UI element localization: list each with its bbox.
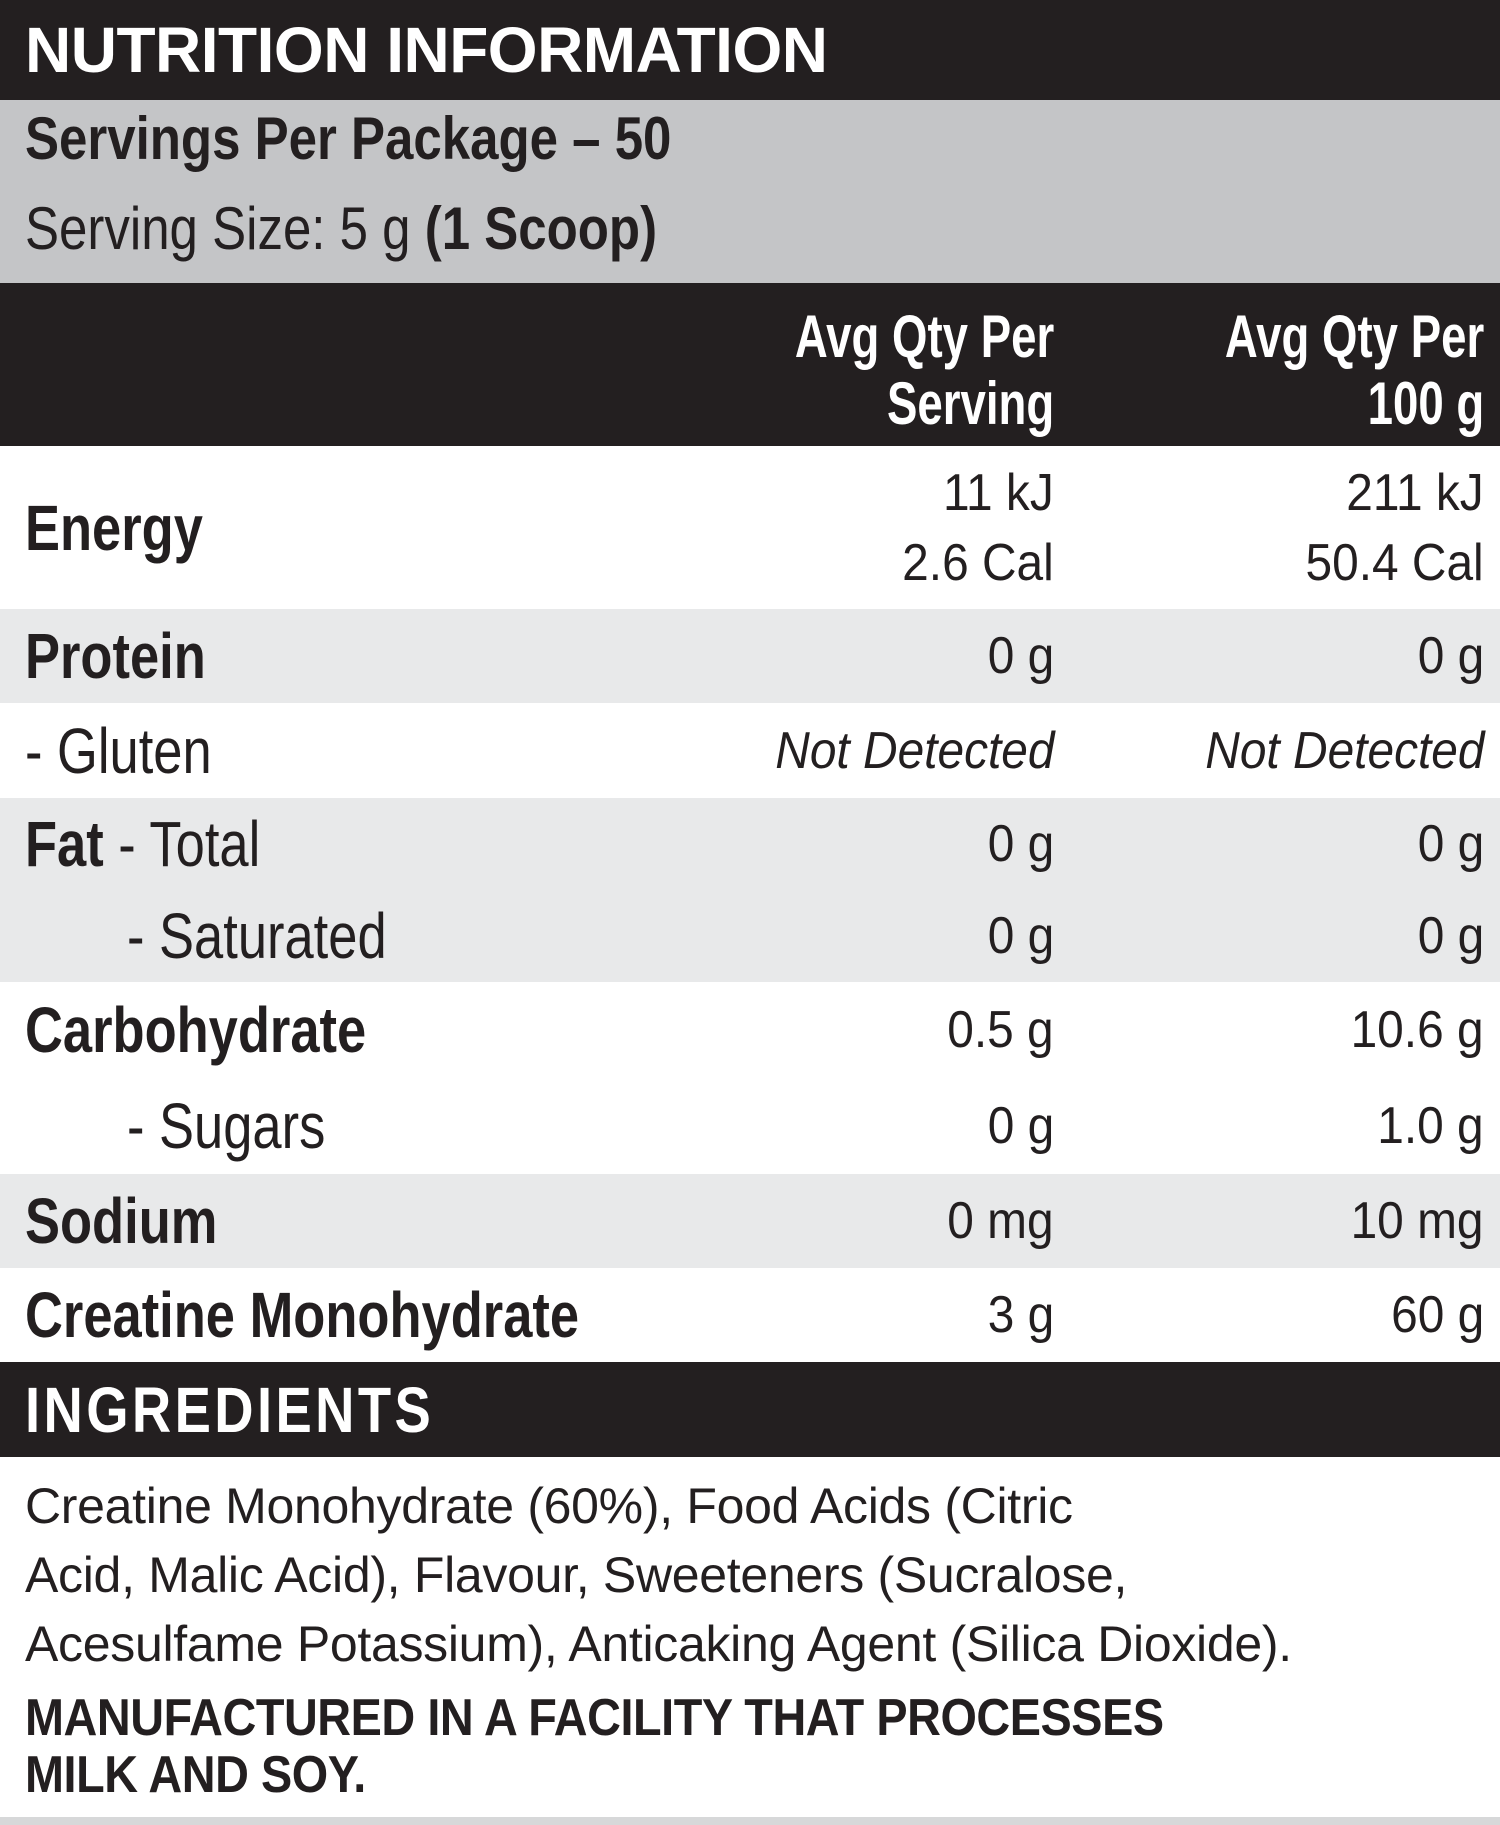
row-protein: Protein 0 g 0 g [0, 609, 1500, 703]
row-carbohydrate: Carbohydrate 0.5 g 10.6 g [0, 982, 1500, 1078]
nutrient-table: Energy 11 kJ 2.6 Cal 211 kJ 50.4 Cal Pro… [0, 446, 1500, 1362]
row-fat-total: Fat - Total 0 g 0 g [0, 798, 1500, 890]
ingredients-heading: INGREDIENTS [25, 1373, 435, 1446]
row-label: - Sugars [127, 1090, 326, 1162]
row-label: - Gluten [25, 714, 212, 787]
page-title: NUTRITION INFORMATION [25, 14, 828, 86]
value-per-serving: 0 g [987, 1097, 1054, 1155]
allergen-statement: MANUFACTURED IN A FACILITY THAT PROCESSE… [25, 1689, 1164, 1804]
value-per-100g: 0 g [1417, 907, 1484, 965]
row-label: Energy [25, 491, 203, 564]
row-label: Creatine Monohydrate [25, 1279, 580, 1351]
column-header-band: Avg Qty Per Serving Avg Qty Per 100 g [0, 283, 1500, 446]
value-per-serving: Not Detected [774, 721, 1054, 780]
serving-info-panel: Servings Per Package – 50 Serving Size: … [0, 100, 1500, 283]
value-per-serving: 0 g [987, 627, 1054, 685]
nutrition-title-bar: NUTRITION INFORMATION [0, 0, 1500, 100]
row-energy: Energy 11 kJ 2.6 Cal 211 kJ 50.4 Cal [0, 446, 1500, 609]
row-sugars: - Sugars 0 g 1.0 g [0, 1078, 1500, 1174]
value-per-100g: 10 mg [1351, 1192, 1484, 1250]
value-per-serving: 0 mg [947, 1192, 1054, 1250]
value-per-100g: 1.0 g [1377, 1097, 1484, 1155]
row-label: Protein [25, 620, 206, 692]
ingredients-text: Creatine Monohydrate (60%), Food Acids (… [25, 1478, 1292, 1672]
value-per-100g: 0 g [1417, 627, 1484, 685]
column-header-per-serving: Avg Qty Per Serving [794, 302, 1054, 437]
value-per-100g: Not Detected [1204, 721, 1484, 780]
value-per-100g: 60 g [1390, 1286, 1484, 1344]
value-per-serving: 11 kJ 2.6 Cal [902, 463, 1054, 592]
value-per-serving: 0 g [987, 907, 1054, 965]
value-per-serving: 0 g [987, 815, 1054, 873]
ingredients-header-bar: INGREDIENTS [0, 1362, 1500, 1457]
column-header-per-100g: Avg Qty Per 100 g [1224, 302, 1484, 437]
row-label: Sodium [25, 1185, 218, 1257]
row-label: Fat - Total [25, 808, 261, 880]
row-fat-saturated: - Saturated 0 g 0 g [0, 890, 1500, 982]
row-label: - Saturated [127, 900, 387, 972]
row-creatine-monohydrate: Creatine Monohydrate 3 g 60 g [0, 1268, 1500, 1362]
serving-size: Serving Size: 5 g (1 Scoop) [25, 194, 658, 262]
value-per-100g: 0 g [1417, 815, 1484, 873]
row-gluten: - Gluten Not Detected Not Detected [0, 703, 1500, 798]
bottom-strip [0, 1817, 1500, 1825]
row-sodium: Sodium 0 mg 10 mg [0, 1174, 1500, 1268]
servings-per-package: Servings Per Package – 50 [25, 104, 672, 172]
value-per-100g: 211 kJ 50.4 Cal [1305, 463, 1484, 592]
row-label: Carbohydrate [25, 994, 367, 1066]
value-per-100g: 10.6 g [1350, 1001, 1484, 1059]
value-per-serving: 0.5 g [947, 1001, 1054, 1059]
value-per-serving: 3 g [987, 1286, 1054, 1344]
